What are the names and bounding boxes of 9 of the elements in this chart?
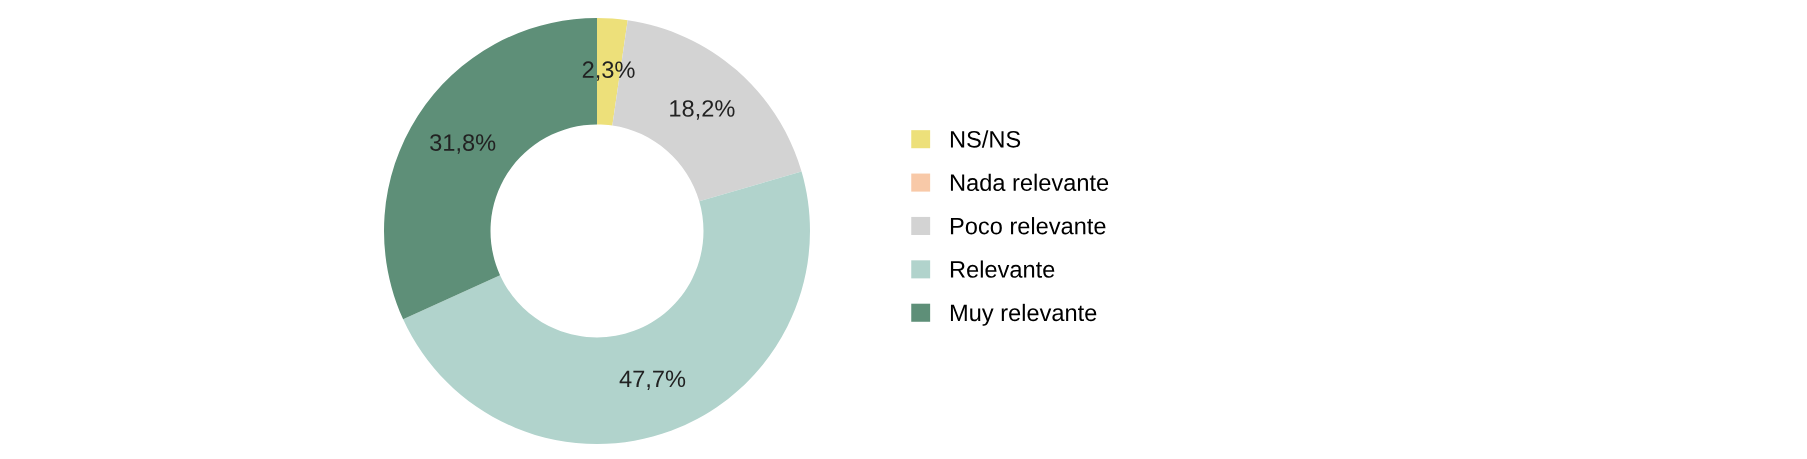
legend-label: Muy relevante bbox=[950, 303, 1097, 326]
legend-label: Poco relevante bbox=[950, 217, 1106, 235]
data-label: 47,7% bbox=[619, 370, 686, 390]
legend-label: Relevante bbox=[950, 260, 1055, 278]
legend-label: NS/NS bbox=[950, 130, 1021, 148]
legend-label: Nada relevante bbox=[950, 173, 1109, 192]
donut-slice bbox=[403, 171, 810, 444]
data-label: 18,2% bbox=[670, 100, 735, 120]
data-label: 31,8% bbox=[430, 134, 496, 154]
